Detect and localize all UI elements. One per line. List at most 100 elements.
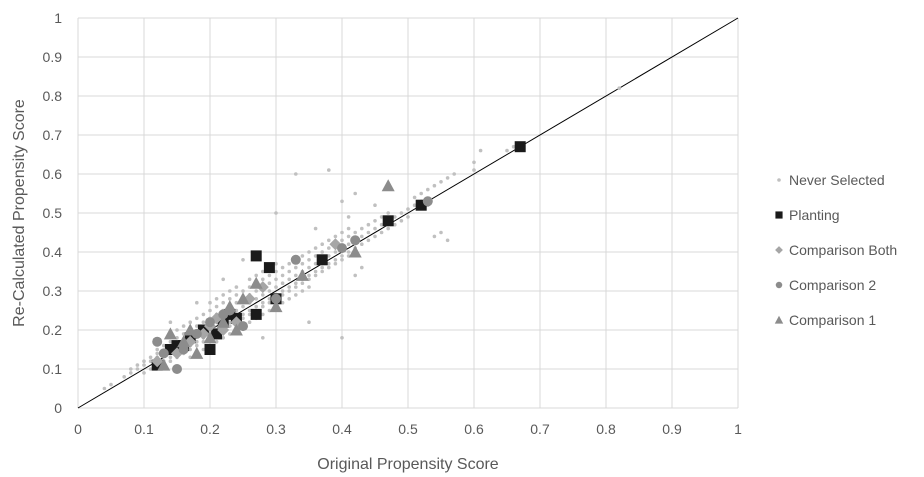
never-selected-point [254,304,258,309]
gridlines [77,17,739,409]
legend-marker-planting [775,211,783,219]
never-selected-point [247,320,252,325]
never-selected-point [261,300,265,305]
never-selected-point [386,211,391,215]
y-tick-label: 0 [54,400,62,416]
never-selected-point [320,265,325,270]
y-tick-label: 1 [54,10,62,26]
never-selected-point [280,289,285,293]
never-selected-point [261,304,265,309]
never-selected-point [280,300,285,305]
never-selected-point [254,289,258,293]
comparison-1-point [295,268,309,281]
never-selected-point [340,199,344,204]
never-selected-point [445,176,450,180]
planting-point [211,328,223,340]
never-selected-point [208,308,212,313]
data-points [102,86,621,391]
never-selected-point [333,258,338,262]
never-selected-point [201,320,206,325]
never-selected-point [294,281,298,286]
comparison-2-point [205,317,215,328]
never-selected-point [294,172,298,176]
never-selected-point [386,226,391,231]
comparison-1-point [163,327,177,340]
never-selected-point [280,265,285,270]
never-selected-point [307,285,311,289]
never-selected-point [452,172,457,176]
never-selected-point [373,226,377,231]
planting-point [263,262,275,274]
comparison-2-point [172,364,182,374]
never-selected-point [412,203,417,207]
never-selected-point [294,285,298,289]
never-selected-point [439,180,443,184]
never-selected-point [168,355,173,360]
never-selected-point [313,246,318,250]
legend-marker-comparison-1 [774,315,784,324]
never-selected-point [142,371,146,375]
x-tick-label: 0.5 [398,421,418,437]
never-selected-point [300,254,305,258]
never-selected-point [373,203,377,207]
never-selected-point [241,258,245,262]
legend-label-comparison-2: Comparison 2 [789,277,876,293]
never-selected-point [142,363,146,367]
never-selected-point [241,289,245,293]
x-tick-label: 0.6 [464,421,484,437]
planting-point [171,340,183,352]
never-selected-point [320,269,325,274]
comparison-1-point [157,358,171,371]
comparison-1-point [203,331,217,344]
never-selected-point [175,328,179,332]
legend-marker-comparison-2 [775,281,783,289]
planting-point [514,141,526,153]
never-selected-point [432,234,437,239]
never-selected-point [307,250,311,254]
comparison-2-point [337,243,347,254]
never-selected-point [307,258,311,262]
never-selected-point [313,273,318,278]
never-selected-point [300,261,305,266]
comparison-1-point [269,300,283,313]
y-tick-label: 0.6 [43,166,63,182]
never-selected-point [181,324,186,328]
never-selected-point [267,289,272,293]
comparison-1-point [249,276,263,289]
planting-point [164,344,176,355]
never-selected-point [313,261,318,266]
never-selected-point [247,308,252,313]
never-selected-point [373,219,377,223]
y-tick-label: 0.3 [43,283,63,299]
never-selected-point [201,312,206,317]
never-selected-point [327,265,331,270]
never-selected-point [511,144,516,149]
never-selected-point [300,281,305,286]
y-tick-label: 0.7 [43,127,63,143]
never-selected-point [241,316,245,321]
comparison-2-point [238,321,248,332]
never-selected-point [327,261,331,266]
never-selected-point [195,316,199,321]
never-selected-point [221,293,225,297]
never-selected-point [340,258,344,262]
never-selected-point [399,211,404,215]
planting-point [204,344,216,355]
never-selected-point [406,207,410,211]
never-selected-point [274,211,278,215]
never-selected-point [360,242,364,246]
planting-point [415,199,427,211]
never-selected-point [267,297,272,301]
never-selected-point [617,86,621,90]
never-selected-point [261,336,265,340]
comparison-1-point [236,292,250,305]
never-selected-point [379,230,384,235]
never-selected-point [195,324,199,328]
never-selected-point [373,234,377,239]
y-tick-label: 0.4 [43,244,63,260]
never-selected-point [366,238,371,243]
comparison-2-point [158,348,169,359]
never-selected-point [287,261,292,266]
never-selected-point [478,148,483,153]
never-selected-point [261,277,265,282]
